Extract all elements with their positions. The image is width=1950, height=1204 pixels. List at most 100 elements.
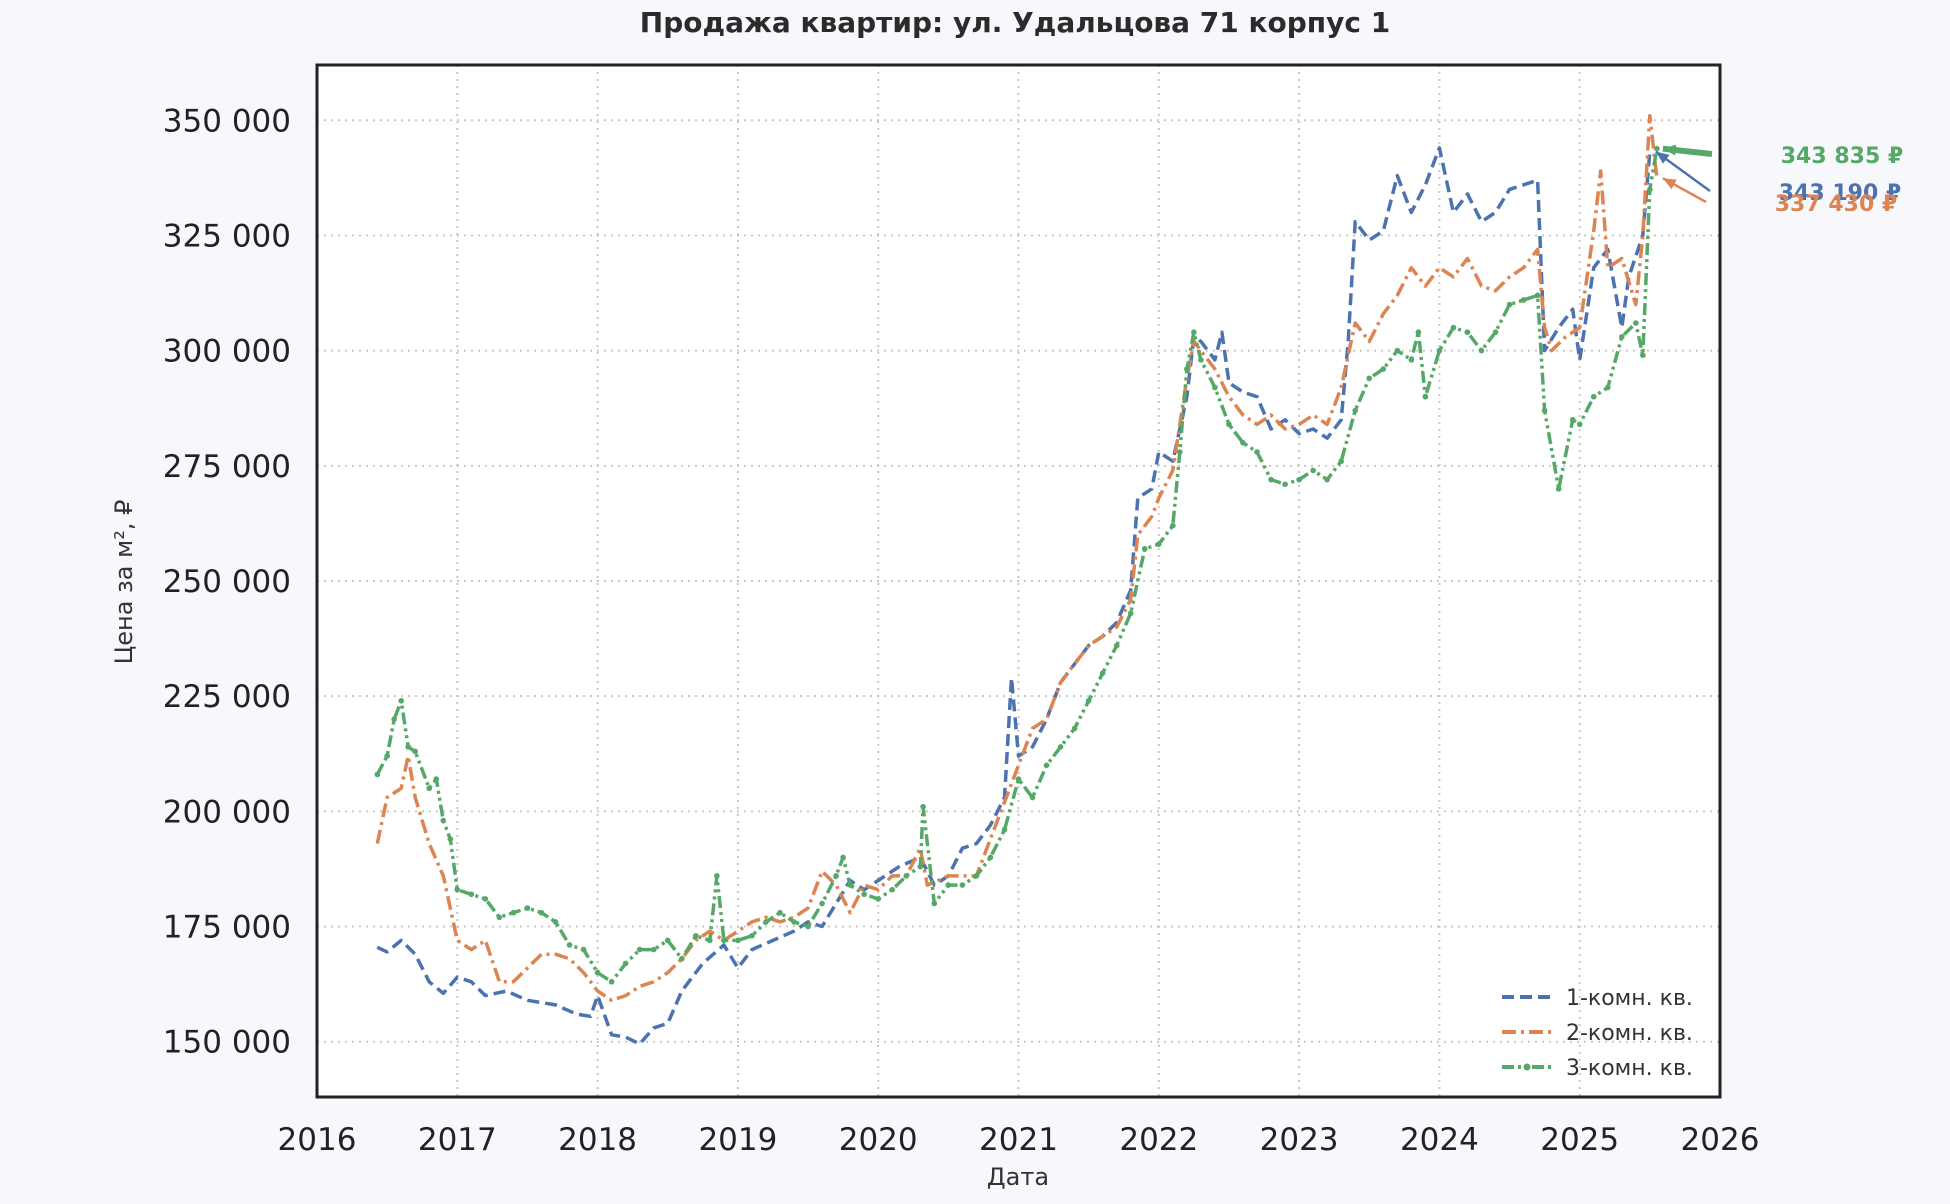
- x-tick-label: 2020: [839, 1122, 918, 1158]
- series-marker-3: [1085, 697, 1092, 704]
- series-marker-3: [1212, 384, 1218, 391]
- series-marker-3: [1654, 145, 1660, 152]
- y-tick-label: 300 000: [163, 334, 291, 370]
- y-tick-label: 175 000: [163, 910, 291, 946]
- series-line-1: [376, 146, 1652, 1046]
- series-marker-3: [1422, 393, 1429, 400]
- series-marker-3: [482, 896, 489, 902]
- series-marker-3: [1534, 292, 1541, 299]
- series-marker-3: [1001, 826, 1008, 833]
- series-marker-3: [1170, 522, 1176, 529]
- series-marker-3: [1647, 186, 1653, 193]
- series-marker-3: [791, 919, 797, 925]
- annotation-arrowhead-1: [1655, 151, 1670, 164]
- x-tick-label: 2024: [1400, 1122, 1479, 1158]
- series-marker-3: [1029, 794, 1036, 801]
- series-marker-3: [664, 937, 671, 944]
- series-marker-3: [1415, 329, 1422, 336]
- series-marker-3: [1015, 776, 1022, 782]
- series-marker-3: [1177, 449, 1183, 455]
- series-line-2: [375, 113, 1659, 1003]
- series-marker-3: [1296, 476, 1302, 483]
- series-marker-3: [945, 882, 952, 888]
- series-line-3: [375, 148, 1659, 984]
- series-marker-3: [763, 919, 769, 925]
- series-marker-3: [875, 896, 881, 902]
- series-marker-3: [1590, 393, 1597, 400]
- series-marker-3: [1352, 407, 1359, 414]
- series-marker-3: [1640, 352, 1646, 359]
- series-marker-3: [552, 919, 559, 925]
- series-marker-3: [1555, 486, 1562, 492]
- series-marker-3: [468, 891, 475, 898]
- tick-labels: 2016 2017 2018 2019 2020 2021 2022 2023 2024 2025…: [163, 103, 1760, 1158]
- series-marker-3: [1310, 467, 1316, 474]
- series-marker-3: [412, 748, 419, 755]
- series-marker-3: [1506, 301, 1513, 308]
- y-tick-label: 225 000: [163, 679, 291, 715]
- series-marker-3: [1408, 357, 1415, 363]
- series-marker-3: [650, 946, 657, 953]
- series-marker-3: [805, 923, 811, 930]
- series-marker-3: [1127, 610, 1134, 617]
- series-marker-3: [1450, 324, 1457, 331]
- series-marker-3: [714, 873, 720, 879]
- series-marker-3: [1282, 481, 1288, 488]
- x-tick-label: 2017: [418, 1122, 497, 1158]
- y-tick-label: 250 000: [163, 564, 291, 600]
- series-marker-3: [833, 873, 839, 879]
- series-marker-3: [1240, 439, 1246, 446]
- series-marker-3: [861, 891, 867, 898]
- series-marker-3: [1099, 670, 1106, 676]
- series-marker-3: [1141, 545, 1148, 552]
- series-marker-3: [384, 753, 390, 759]
- end-annotations: 343 190 ₽337 430 ₽ 343 835 ₽: [1655, 144, 1903, 217]
- series-marker-3: [1604, 384, 1611, 391]
- series-marker-3: [1380, 366, 1387, 372]
- series-marker-3: [1071, 725, 1078, 732]
- series-marker-3: [707, 937, 713, 944]
- series-marker-3: [1184, 366, 1190, 372]
- annotation-label-3: 343 835 ₽: [1781, 144, 1903, 169]
- series-marker-3: [1520, 297, 1527, 303]
- series-marker-3: [636, 946, 643, 953]
- series-marker-3: [454, 886, 461, 893]
- series-marker-3: [678, 955, 685, 962]
- series-marker-3: [391, 716, 397, 723]
- y-tick-label: 150 000: [163, 1025, 291, 1061]
- x-tick-label: 2018: [558, 1122, 637, 1158]
- annotation-label-1: 343 190 ₽: [1779, 181, 1901, 206]
- series-marker-3: [1057, 744, 1064, 750]
- series-marker-3: [721, 937, 727, 944]
- series-marker-3: [1576, 421, 1583, 428]
- series-marker-3: [510, 909, 517, 916]
- series-marker-3: [903, 873, 910, 879]
- series-marker-3: [433, 776, 440, 782]
- series-marker-3: [1366, 375, 1373, 382]
- series-marker-3: [840, 854, 846, 861]
- x-tick-label: 2021: [979, 1122, 1058, 1158]
- series-marker-3: [1268, 476, 1274, 483]
- series-lines: [374, 113, 1660, 1046]
- series-marker-3: [1226, 421, 1232, 428]
- series-marker-3: [1618, 334, 1625, 340]
- series-marker-3: [426, 785, 433, 792]
- series-marker-3: [1043, 762, 1050, 769]
- series-marker-3: [398, 697, 404, 704]
- series-marker-3: [1113, 642, 1120, 649]
- series-marker-3: [987, 854, 994, 861]
- series-marker-3: [847, 882, 853, 888]
- x-tick-label: 2022: [1119, 1122, 1198, 1158]
- series-marker-3: [1478, 347, 1485, 354]
- series-marker-3: [440, 817, 447, 824]
- y-tick-label: 325 000: [163, 218, 291, 254]
- series-marker-3: [524, 905, 531, 911]
- series-marker-3: [580, 946, 587, 953]
- series-marker-3: [447, 836, 454, 842]
- series-marker-3: [1254, 449, 1260, 455]
- annotation-arrowhead-3: [1662, 144, 1677, 156]
- series-marker-3: [1324, 476, 1330, 483]
- series-marker-3: [496, 914, 503, 921]
- series-marker-3: [777, 909, 783, 916]
